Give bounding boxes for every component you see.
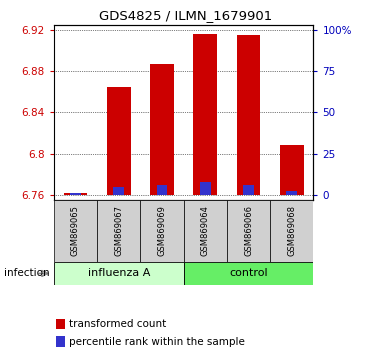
Text: GSM869066: GSM869066 [244, 205, 253, 257]
Text: transformed count: transformed count [69, 319, 167, 329]
Bar [150, 64, 174, 195]
Bar [54, 200, 97, 262]
Bar [243, 184, 254, 195]
Bar [107, 87, 131, 195]
Text: GSM869067: GSM869067 [114, 205, 123, 257]
Bar [97, 200, 140, 262]
Bar [286, 191, 297, 195]
Text: control: control [229, 268, 268, 279]
Bar [56, 319, 65, 329]
Text: GSM869064: GSM869064 [201, 206, 210, 256]
Bar [193, 34, 217, 195]
Bar [270, 200, 313, 262]
Bar [237, 35, 260, 195]
Bar [227, 200, 270, 262]
Bar [200, 182, 211, 195]
Bar [157, 184, 167, 195]
Bar [141, 200, 184, 262]
Text: percentile rank within the sample: percentile rank within the sample [69, 337, 245, 347]
Bar [280, 145, 304, 195]
Text: GSM869069: GSM869069 [158, 206, 167, 256]
Text: GSM869068: GSM869068 [288, 205, 296, 257]
Bar [56, 336, 65, 347]
Bar [54, 262, 184, 285]
Bar [184, 200, 227, 262]
Text: GSM869065: GSM869065 [71, 206, 80, 256]
Text: GDS4825 / ILMN_1679901: GDS4825 / ILMN_1679901 [99, 9, 272, 22]
Bar [70, 193, 81, 195]
Bar [114, 187, 124, 195]
Bar [63, 193, 87, 195]
Text: influenza A: influenza A [88, 268, 150, 279]
Bar [184, 262, 313, 285]
Text: infection: infection [4, 268, 49, 279]
